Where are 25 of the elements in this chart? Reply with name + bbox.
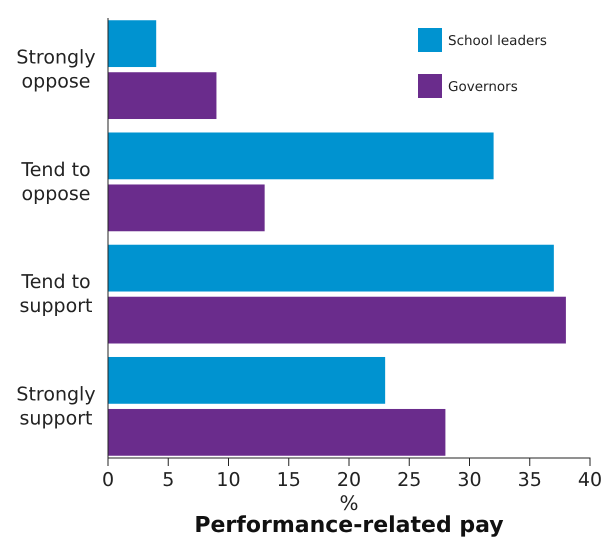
- bar: [108, 20, 156, 68]
- bar: [108, 296, 566, 344]
- bar: [108, 244, 554, 292]
- bar: [108, 72, 216, 120]
- x-tick-label: 25: [397, 469, 422, 492]
- text: Performance-related pay: [194, 513, 504, 538]
- x-tick-label: 0: [102, 469, 114, 492]
- x-tick-label: 15: [276, 469, 301, 492]
- x-tick-label: 20: [336, 469, 362, 492]
- y-tick-label: Strongly support: [16, 383, 96, 430]
- x-tick-label: 35: [518, 469, 542, 492]
- bar: [108, 132, 494, 180]
- bar: [108, 356, 386, 404]
- legend-label: School leaders: [448, 33, 547, 49]
- x-axis-title: %: [339, 491, 359, 515]
- x-tick-label: 40: [578, 469, 602, 492]
- x-tick-label: 5: [162, 469, 174, 492]
- y-tick-label: Strongly oppose: [16, 46, 96, 93]
- y-tick-label: Tend to oppose: [20, 158, 91, 205]
- bar: [108, 408, 446, 456]
- bar: [108, 184, 265, 232]
- x-tick-label: 10: [216, 469, 241, 492]
- y-tick-label: Tend to support: [20, 271, 92, 318]
- legend-label: Governors: [448, 79, 518, 95]
- x-tick-label: 30: [457, 469, 482, 492]
